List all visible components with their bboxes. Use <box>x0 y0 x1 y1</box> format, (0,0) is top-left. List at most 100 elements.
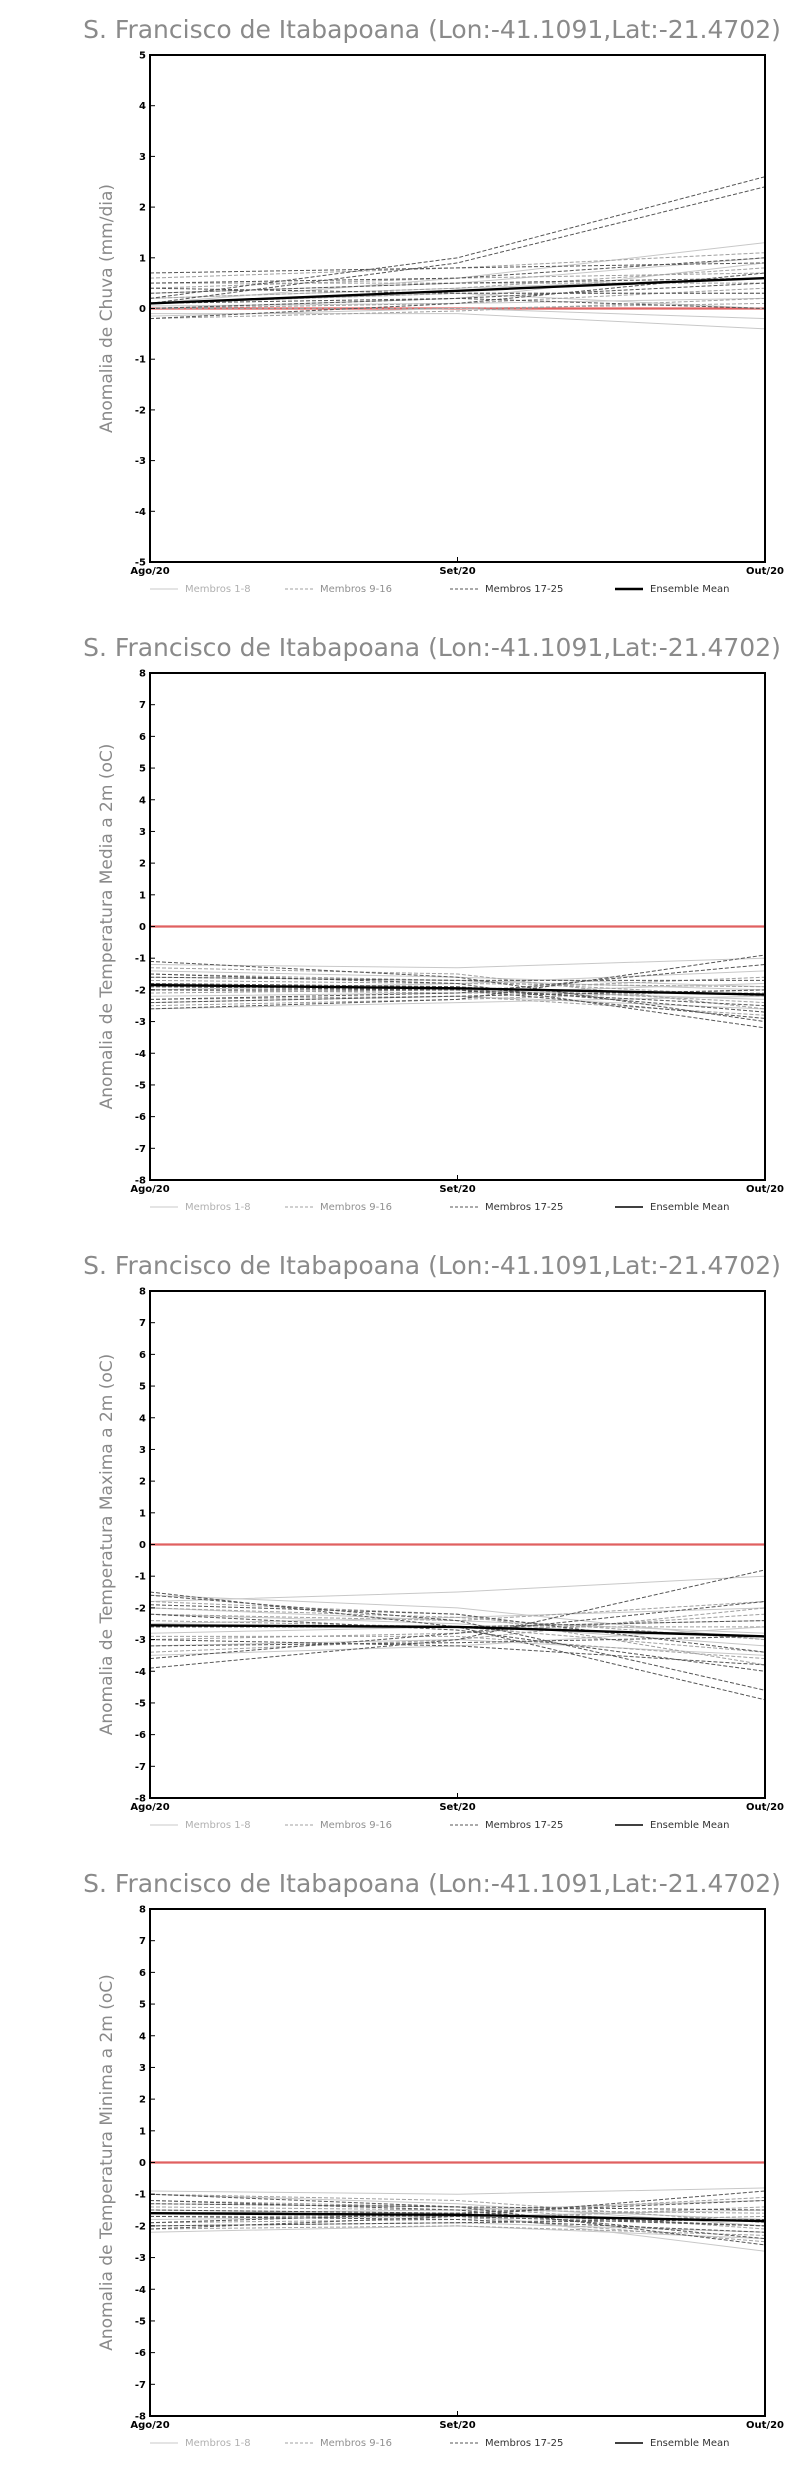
member-line <box>149 960 766 1023</box>
y-tick-label: -3 <box>135 2253 146 2264</box>
legend-label: Ensemble Mean <box>650 1202 729 1213</box>
y-tick-label: 8 <box>139 1905 146 1916</box>
member-line <box>149 967 766 1010</box>
x-tick-label: Set/20 <box>439 1184 475 1195</box>
chart-title: S. Francisco de Itabapoana (Lon:-41.1091… <box>83 633 781 662</box>
legend-item: Membros 9-16 <box>285 1820 392 1831</box>
y-tick-label: 5 <box>139 1382 146 1393</box>
member-line <box>149 957 766 969</box>
y-axis-label: Anomalia de Chuva (mm/dia) <box>97 184 117 433</box>
member-line <box>149 2200 766 2240</box>
x-tick-label: Out/20 <box>746 1802 784 1813</box>
chart-panel-4: S. Francisco de Itabapoana (Lon:-41.1091… <box>0 1854 800 2472</box>
member-line <box>149 1569 766 1669</box>
y-tick-label: 4 <box>139 1413 146 1424</box>
y-axis-label: Anomalia de Temperatura Media a 2m (oC) <box>97 744 117 1110</box>
x-tick-label: Out/20 <box>746 566 784 577</box>
chart-panel-2: S. Francisco de Itabapoana (Lon:-41.1091… <box>0 618 800 1236</box>
y-tick-label: 2 <box>139 203 146 214</box>
member-line <box>149 2203 766 2211</box>
y-tick-label: -7 <box>135 1762 146 1773</box>
y-tick-label: -8 <box>135 1794 146 1805</box>
chart-svg: S. Francisco de Itabapoana (Lon:-41.1091… <box>83 1251 784 1831</box>
y-tick-label: 3 <box>139 2063 146 2074</box>
member-line <box>149 995 766 1010</box>
legend-label: Membros 1-8 <box>185 1820 251 1831</box>
chart-svg: S. Francisco de Itabapoana (Lon:-41.1091… <box>83 633 784 1213</box>
legend-item: Membros 17-25 <box>450 1202 563 1213</box>
y-tick-label: -8 <box>135 1176 146 1187</box>
legend-item: Membros 17-25 <box>450 1820 563 1831</box>
y-tick-label: 6 <box>139 732 146 743</box>
legend-label: Membros 17-25 <box>485 584 563 595</box>
chart-panel-1: S. Francisco de Itabapoana (Lon:-41.1091… <box>0 0 800 618</box>
y-tick-label: -5 <box>135 1698 146 1709</box>
x-tick-label: Set/20 <box>439 566 475 577</box>
y-tick-label: 7 <box>139 1936 146 1947</box>
legend-label: Membros 17-25 <box>485 2438 563 2449</box>
member-line <box>149 1639 766 1666</box>
y-tick-label: -8 <box>135 2412 146 2423</box>
y-tick-label: -4 <box>135 2285 146 2296</box>
legend-label: Membros 1-8 <box>185 1202 251 1213</box>
y-tick-label: 0 <box>139 2158 146 2169</box>
y-tick-label: 1 <box>139 2126 146 2137</box>
y-tick-label: 4 <box>139 2031 146 2042</box>
member-line <box>149 983 766 1013</box>
y-tick-label: -2 <box>135 1603 146 1614</box>
legend-label: Membros 17-25 <box>485 1202 563 1213</box>
member-line <box>150 1635 766 1660</box>
member-line <box>149 1575 766 1602</box>
y-tick-label: 6 <box>139 1350 146 1361</box>
legend-label: Membros 1-8 <box>185 584 251 595</box>
x-tick-label: Out/20 <box>746 2420 784 2431</box>
member-line <box>149 976 765 981</box>
legend-item: Ensemble Mean <box>615 1820 729 1831</box>
y-tick-label: -5 <box>135 2316 146 2327</box>
chart-title: S. Francisco de Itabapoana (Lon:-41.1091… <box>83 1869 781 1898</box>
y-tick-label: 3 <box>139 1445 146 1456</box>
y-tick-label: -6 <box>135 1112 146 1123</box>
legend-item: Ensemble Mean <box>615 1202 729 1213</box>
legend-label: Ensemble Mean <box>650 2438 729 2449</box>
y-tick-label: 2 <box>139 2095 146 2106</box>
y-tick-label: -6 <box>135 2348 146 2359</box>
y-tick-label: 5 <box>139 764 146 775</box>
x-tick-label: Ago/20 <box>130 1184 169 1195</box>
member-line <box>149 262 766 274</box>
y-tick-label: 5 <box>139 51 146 62</box>
y-tick-label: 2 <box>139 859 146 870</box>
member-line <box>149 2209 766 2227</box>
chart-title: S. Francisco de Itabapoana (Lon:-41.1091… <box>83 1251 781 1280</box>
legend-item: Membros 9-16 <box>285 2438 392 2449</box>
y-tick-label: 1 <box>139 1508 146 1519</box>
y-tick-label: 5 <box>139 2000 146 2011</box>
legend-label: Membros 17-25 <box>485 1820 563 1831</box>
y-tick-label: -4 <box>135 507 146 518</box>
y-tick-label: 7 <box>139 700 146 711</box>
y-tick-label: 1 <box>139 890 146 901</box>
ensemble-mean-line <box>149 2212 766 2223</box>
member-line <box>149 2193 766 2224</box>
y-tick-label: 4 <box>139 101 146 112</box>
y-tick-label: 8 <box>139 669 146 680</box>
legend-item: Membros 1-8 <box>150 1202 251 1213</box>
legend-item: Membros 9-16 <box>285 1202 392 1213</box>
chart-title: S. Francisco de Itabapoana (Lon:-41.1091… <box>83 15 781 44</box>
member-line <box>149 1594 766 1641</box>
member-line <box>149 986 766 1019</box>
legend-label: Ensemble Mean <box>650 1820 729 1831</box>
member-line <box>149 1601 766 1660</box>
legend-item: Membros 17-25 <box>450 2438 563 2449</box>
legend-item: Membros 1-8 <box>150 1820 251 1831</box>
y-tick-label: -1 <box>135 2190 146 2201</box>
y-axis-label: Anomalia de Temperatura Minima a 2m (oC) <box>97 1974 117 2351</box>
legend-label: Ensemble Mean <box>650 584 729 595</box>
member-line <box>149 964 766 1000</box>
member-line <box>149 2219 766 2227</box>
member-line <box>149 2187 766 2195</box>
x-tick-label: Set/20 <box>439 2420 475 2431</box>
y-axis-label: Anomalia de Temperatura Maxima a 2m (oC) <box>97 1354 117 1736</box>
legend-item: Ensemble Mean <box>615 2438 729 2449</box>
y-tick-label: -3 <box>135 456 146 467</box>
